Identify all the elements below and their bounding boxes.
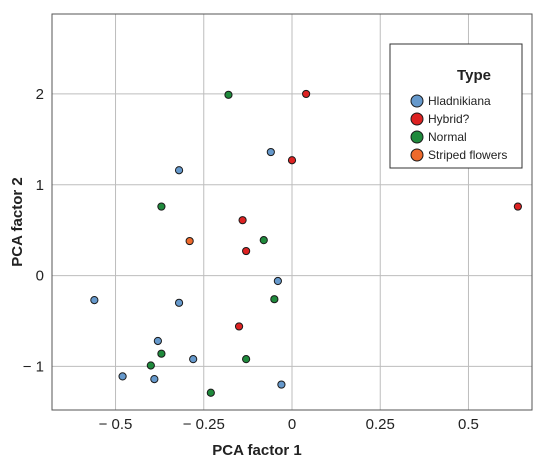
data-point xyxy=(259,236,268,245)
data-point xyxy=(224,90,233,99)
data-points xyxy=(90,89,522,397)
x-tick-label: − 0.25 xyxy=(183,416,225,433)
data-point xyxy=(153,336,162,346)
y-tick-label: 2 xyxy=(36,86,44,103)
legend-marker xyxy=(410,148,424,162)
y-tick-labels: − 1 0 1 2 xyxy=(23,86,44,375)
data-point xyxy=(157,202,166,211)
legend-box xyxy=(389,43,523,169)
legend: Type Hladnikiana Hybrid? Normal Striped flo… xyxy=(389,43,523,169)
y-tick-label: 1 xyxy=(36,177,44,194)
data-point xyxy=(118,372,127,381)
data-point xyxy=(157,349,166,358)
x-tick-label: 0 xyxy=(288,416,296,433)
data-point xyxy=(287,156,297,165)
plot-frame xyxy=(51,13,533,411)
legend-marker xyxy=(410,112,424,126)
data-point xyxy=(270,295,279,304)
data-point xyxy=(90,296,99,305)
x-tick-label: 0.25 xyxy=(366,416,395,433)
data-point xyxy=(189,355,198,364)
legend-label: Hladnikiana xyxy=(428,94,491,108)
legend-title: Type xyxy=(457,67,491,84)
x-axis-label: PCA factor 1 xyxy=(212,442,301,459)
data-point xyxy=(174,166,184,175)
x-tick-label: − 0.5 xyxy=(99,416,133,433)
data-point xyxy=(266,147,275,157)
legend-label: Striped flowers xyxy=(428,148,507,162)
data-point xyxy=(234,322,244,331)
data-point xyxy=(150,375,159,384)
data-point xyxy=(302,89,311,99)
legend-items: Hladnikiana Hybrid? Normal Striped flowers xyxy=(410,94,507,162)
data-point xyxy=(238,216,247,225)
data-point xyxy=(242,246,251,256)
y-tick-label: 0 xyxy=(36,268,44,285)
data-point xyxy=(185,236,194,246)
data-point xyxy=(146,361,155,370)
legend-label: Hybrid? xyxy=(428,112,470,126)
data-point xyxy=(242,355,251,364)
data-point xyxy=(277,380,286,389)
y-tick-label: − 1 xyxy=(23,358,44,375)
data-point xyxy=(273,276,282,286)
x-tick-label: 0.5 xyxy=(458,416,479,433)
y-axis-label: PCA factor 2 xyxy=(9,177,26,266)
data-point xyxy=(206,388,215,397)
legend-marker xyxy=(410,94,424,108)
x-tick-labels: − 0.5 − 0.25 0 0.25 0.5 xyxy=(99,416,479,433)
data-point xyxy=(513,202,522,211)
legend-marker xyxy=(410,130,424,144)
data-point xyxy=(174,298,184,307)
legend-label: Normal xyxy=(428,130,467,144)
